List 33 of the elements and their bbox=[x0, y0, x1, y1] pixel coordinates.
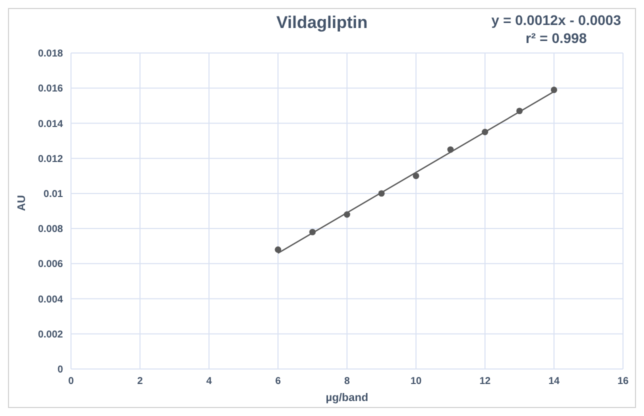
point bbox=[482, 128, 488, 136]
y-tick-label: 0.016 bbox=[38, 84, 64, 95]
text: y = 0.0012x - 0.0003 bbox=[491, 11, 621, 29]
chart-title: Vildagliptin bbox=[276, 13, 368, 32]
point bbox=[344, 211, 350, 218]
point bbox=[412, 172, 420, 180]
y-tick-label: 0.008 bbox=[38, 224, 64, 236]
point bbox=[516, 108, 523, 114]
text: r² = 0.998 bbox=[524, 29, 588, 47]
x-tick-label: 14 bbox=[548, 376, 560, 388]
point bbox=[309, 228, 316, 236]
x-axis-title: µg/band bbox=[326, 392, 368, 404]
x-tick-label: 10 bbox=[410, 376, 422, 388]
point bbox=[378, 190, 385, 197]
x-tick-label: 6 bbox=[275, 376, 282, 388]
x-tick-label: 2 bbox=[137, 376, 144, 388]
y-tick-label: 0.01 bbox=[44, 188, 64, 200]
point bbox=[274, 246, 282, 253]
x-tick-label: 12 bbox=[479, 376, 491, 388]
y-tick-label: 0.006 bbox=[38, 259, 64, 270]
y-tick-label: 0 bbox=[57, 364, 64, 376]
y-axis-title: AU bbox=[16, 195, 28, 211]
x-tick-label: 4 bbox=[206, 376, 212, 388]
y-tick-label: 0.012 bbox=[38, 154, 64, 165]
y-tick-label: 0.004 bbox=[38, 294, 64, 306]
x-tick-label: 0 bbox=[68, 376, 74, 388]
y-tick-label: 0.018 bbox=[38, 48, 64, 60]
point bbox=[447, 146, 454, 153]
y-tick-label: 0.002 bbox=[38, 329, 64, 340]
y-tick-label: 0.014 bbox=[38, 118, 64, 130]
point bbox=[550, 86, 558, 94]
x-tick-label: 16 bbox=[617, 376, 629, 388]
x-tick-label: 8 bbox=[344, 376, 350, 388]
